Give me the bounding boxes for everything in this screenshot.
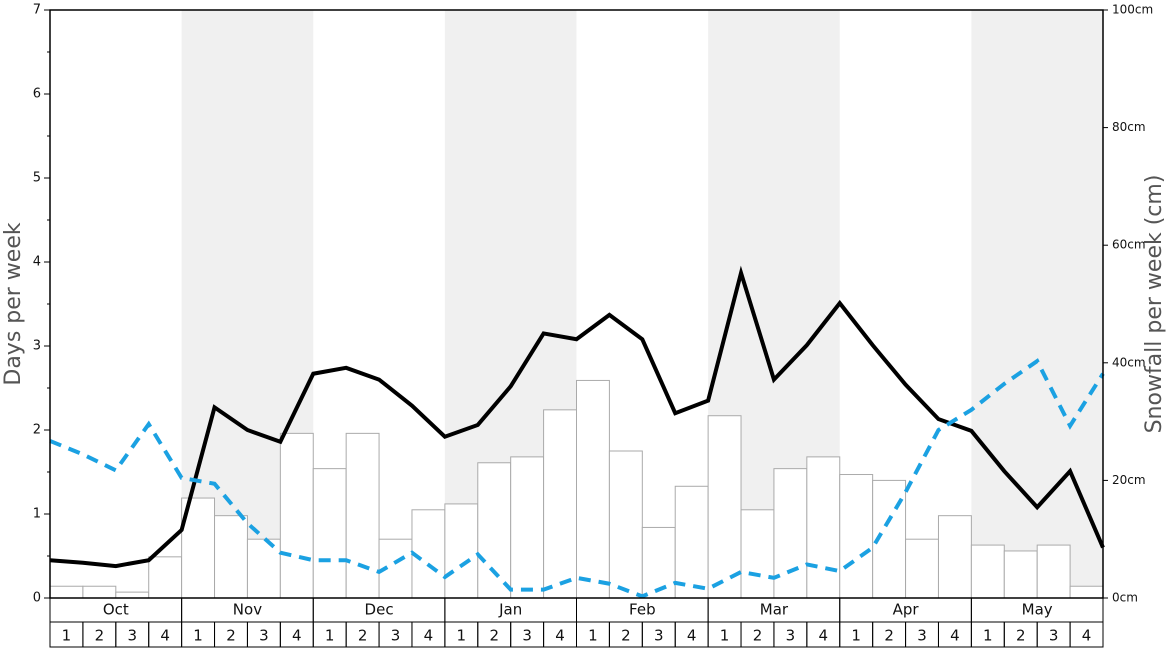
y-axis-title: Days per week <box>1 222 26 385</box>
y-tick-label: 3 <box>33 339 41 354</box>
week-label: 2 <box>753 627 763 645</box>
week-label: 4 <box>1082 627 1092 645</box>
week-label: 1 <box>325 627 335 645</box>
bar <box>148 556 183 599</box>
week-label: 1 <box>588 627 598 645</box>
week-label: 4 <box>555 627 565 645</box>
bar <box>510 456 545 599</box>
bar <box>1069 585 1104 599</box>
month-label: Jan <box>498 601 522 619</box>
week-label: 2 <box>358 627 368 645</box>
week-label: 4 <box>424 627 434 645</box>
month-label: Apr <box>893 601 920 619</box>
bar <box>839 474 874 599</box>
bar <box>773 468 808 599</box>
week-label: 2 <box>1016 627 1026 645</box>
week-label: 1 <box>457 627 467 645</box>
week-label: 1 <box>720 627 730 645</box>
bar <box>707 415 742 599</box>
week-label: 2 <box>489 627 499 645</box>
y2-tick-label: 60cm <box>1112 238 1146 252</box>
y2-tick-label: 40cm <box>1112 355 1146 369</box>
week-label: 3 <box>259 627 269 645</box>
bar <box>641 526 676 599</box>
week-label: 3 <box>127 627 137 645</box>
y2-tick-label: 80cm <box>1112 120 1146 134</box>
bar <box>608 450 643 599</box>
line-series <box>49 358 1105 599</box>
bar <box>937 515 972 599</box>
bar <box>444 503 479 599</box>
bar <box>345 432 380 599</box>
bar <box>214 515 248 599</box>
bar <box>905 538 939 599</box>
month-label: Feb <box>629 601 656 619</box>
y2-axis-title: Snowfall per week (cm) <box>1142 175 1167 434</box>
week-label: 4 <box>160 627 170 645</box>
week-label: 2 <box>621 627 631 645</box>
week-label: 3 <box>786 627 796 645</box>
y-tick-label: 0 <box>33 591 41 606</box>
bar <box>477 462 512 599</box>
bar <box>312 468 347 599</box>
bar <box>246 538 281 599</box>
bar <box>82 585 117 599</box>
month-label: Dec <box>365 601 394 619</box>
month-label: Mar <box>760 601 789 619</box>
week-label: 2 <box>226 627 236 645</box>
month-label: Nov <box>233 601 262 619</box>
week-label: 3 <box>522 627 532 645</box>
bar <box>674 485 709 599</box>
bar <box>740 509 775 599</box>
y-tick-label: 6 <box>33 87 41 102</box>
y-tick-label: 5 <box>33 171 41 186</box>
week-label: 4 <box>292 627 302 645</box>
bar <box>1036 544 1071 599</box>
week-cell <box>1069 621 1104 648</box>
week-label: 4 <box>819 627 829 645</box>
week-label: 2 <box>95 627 105 645</box>
bar <box>49 585 84 599</box>
line-series <box>49 265 1105 569</box>
month-label: Oct <box>103 601 129 619</box>
week-label: 3 <box>654 627 664 645</box>
week-label: 1 <box>193 627 203 645</box>
bar <box>1003 550 1038 599</box>
month-label: May <box>1022 601 1053 619</box>
week-label: 3 <box>917 627 927 645</box>
week-label: 2 <box>884 627 894 645</box>
week-label: 1 <box>851 627 861 645</box>
week-label: 4 <box>950 627 960 645</box>
week-label: 3 <box>391 627 401 645</box>
y2-tick-label: 100cm <box>1112 3 1153 17</box>
y-tick-label: 4 <box>33 255 41 270</box>
week-label: 1 <box>983 627 993 645</box>
y-tick-label: 7 <box>33 3 41 18</box>
bar <box>279 432 314 599</box>
week-label: 4 <box>687 627 697 645</box>
bar <box>970 544 1005 599</box>
y2-tick-label: 0cm <box>1112 591 1138 605</box>
bar <box>806 456 841 599</box>
y-tick-label: 1 <box>33 507 41 522</box>
bar <box>543 409 577 599</box>
bar <box>115 591 150 599</box>
bar <box>576 379 610 599</box>
y2-tick-label: 20cm <box>1112 473 1146 487</box>
y-tick-label: 2 <box>33 423 41 438</box>
week-label: 1 <box>62 627 72 645</box>
week-label: 3 <box>1049 627 1059 645</box>
